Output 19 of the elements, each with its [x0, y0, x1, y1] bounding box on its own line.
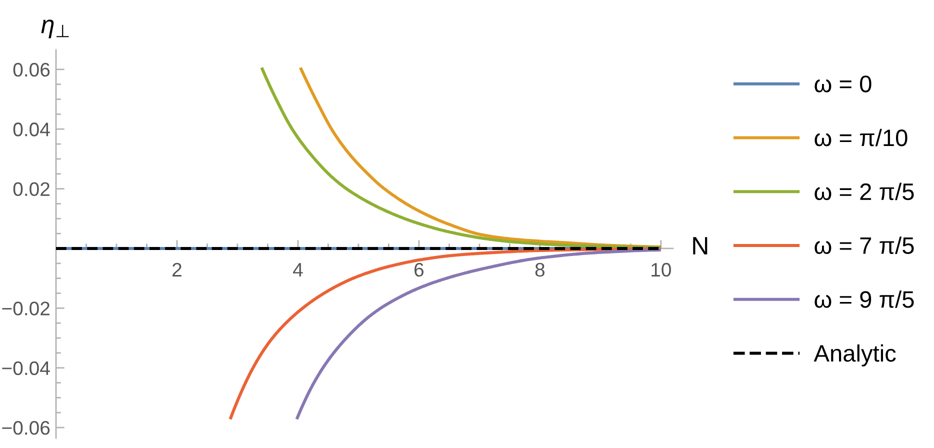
y-tick-label: 0.04 — [13, 122, 50, 136]
legend-label: ω = 7 π/5 — [814, 236, 914, 254]
x-tick-label: 8 — [535, 262, 544, 277]
y-tick-label: −0.06 — [2, 421, 50, 435]
y-tick-label: 0.06 — [13, 62, 50, 77]
legend-label: Analytic — [814, 344, 896, 366]
legend-label: ω = 0 — [814, 76, 872, 92]
y-tick-label: −0.02 — [2, 302, 50, 316]
x-tick-label: 4 — [293, 263, 303, 276]
x-tick-label: 6 — [414, 262, 424, 277]
x-axis-title: N — [693, 237, 708, 254]
y-axis-title: η$_{⊥}$ — [41, 20, 69, 38]
x-tick-label: 10 — [652, 262, 671, 277]
y-tick-label: −0.04 — [2, 361, 50, 376]
legend-label: ω = 2 π/5 — [814, 182, 914, 200]
y-tick-label: 0.02 — [13, 182, 50, 196]
legend-label: ω = π/10 — [814, 128, 908, 146]
legend-label: ω = 9 π/5 — [814, 290, 914, 308]
x-tick-label: 2 — [172, 262, 182, 276]
